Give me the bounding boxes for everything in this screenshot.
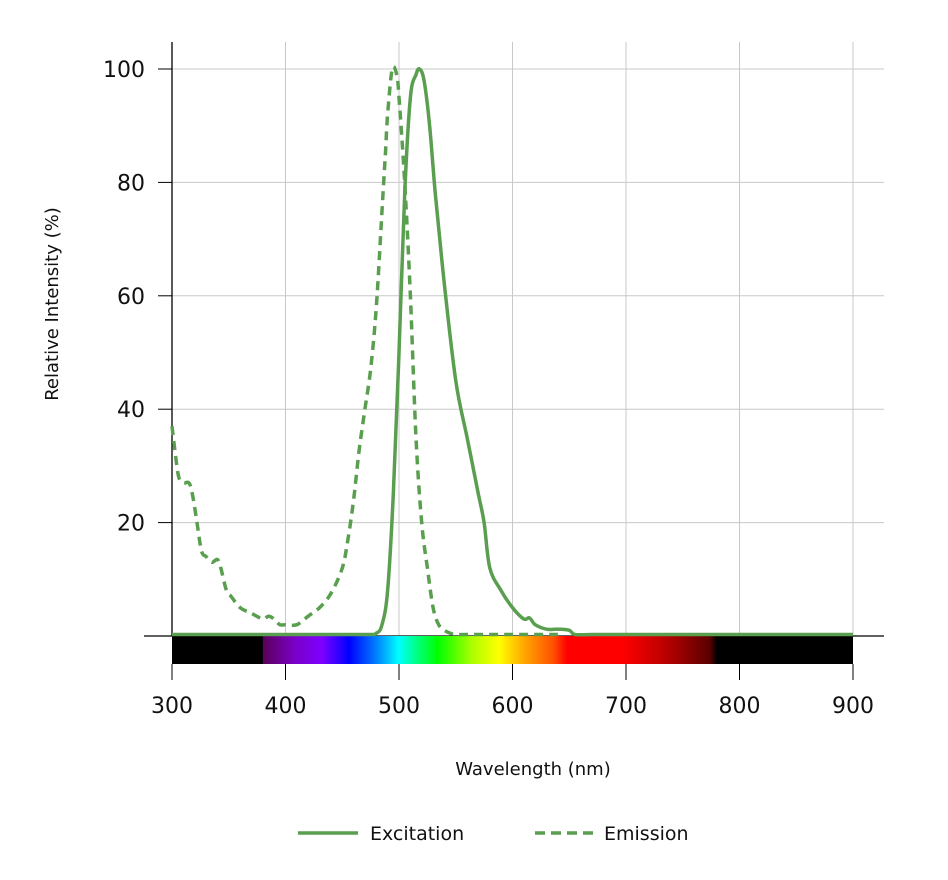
axes (144, 42, 884, 637)
x-tick-label: 900 (832, 694, 874, 719)
visible-spectrum-bar (172, 636, 853, 664)
legend-label-emission: Emission (604, 823, 689, 845)
y-axis-title: Relative Intensity (%) (42, 207, 63, 401)
x-tick-label: 800 (719, 694, 761, 719)
y-axis-ticks: 20 40 60 80 100 (103, 58, 172, 537)
x-tick-label: 700 (605, 694, 647, 719)
x-axis-title: Wavelength (nm) (455, 759, 611, 780)
legend: Excitation Emission (298, 823, 689, 845)
y-tick-label: 20 (117, 512, 145, 537)
x-tick-label: 400 (265, 694, 307, 719)
x-tick-label: 600 (492, 694, 534, 719)
legend-item-excitation[interactable]: Excitation (298, 823, 464, 845)
y-tick-label: 40 (117, 398, 145, 423)
excitation-curve (172, 67, 853, 637)
grid-lines (172, 42, 884, 636)
x-tick-label: 300 (151, 694, 193, 719)
emission-curve (170, 64, 558, 637)
y-tick-label: 80 (117, 171, 145, 196)
x-tick-label: 500 (378, 694, 420, 719)
legend-item-emission[interactable]: Emission (535, 823, 689, 845)
y-tick-label: 60 (117, 285, 145, 310)
data-series (170, 64, 853, 637)
legend-label-excitation: Excitation (370, 823, 464, 845)
x-axis-ticks: 300 400 500 600 700 800 900 (151, 664, 874, 719)
y-tick-label: 100 (103, 58, 145, 83)
